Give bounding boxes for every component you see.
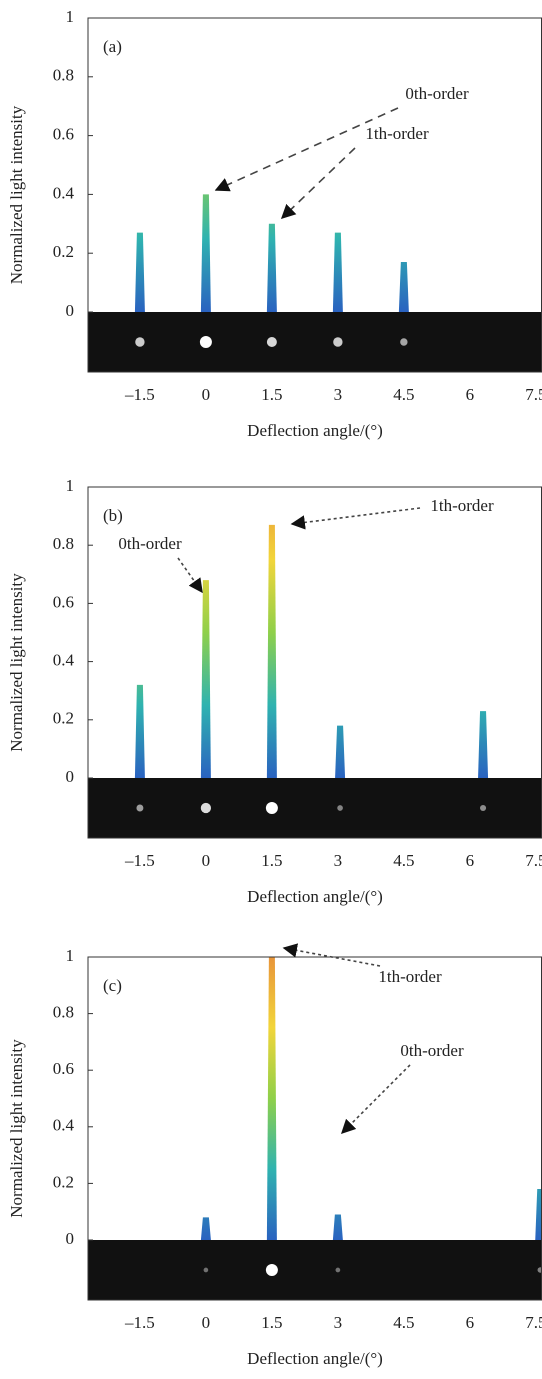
peak — [266, 524, 277, 778]
diffraction-spot — [266, 337, 277, 347]
y-tick-label: 0.2 — [53, 242, 74, 261]
x-axis-label: Deflection angle/(°) — [247, 421, 383, 440]
diffraction-spot — [337, 805, 343, 811]
y-tick-label: 0.8 — [53, 66, 74, 85]
y-tick-label: 0.4 — [53, 651, 75, 670]
x-tick-label: 0 — [202, 851, 211, 870]
panel-label: (c) — [103, 976, 122, 995]
diffraction-spot — [203, 1267, 209, 1273]
x-tick-label: 3 — [334, 851, 343, 870]
y-tick-label: 0 — [66, 301, 75, 320]
diffraction-spot — [199, 336, 212, 348]
diffraction-spot — [200, 802, 212, 814]
diffraction-spot — [265, 802, 278, 814]
y-tick-label: 0 — [66, 1229, 75, 1248]
diffraction-spot — [265, 1264, 278, 1276]
y-tick-label: 0.6 — [53, 1059, 74, 1078]
peak — [134, 232, 145, 312]
annotation: 1th-order — [365, 124, 429, 143]
y-tick-label: 0 — [66, 767, 75, 786]
y-tick-label: 0.8 — [53, 1003, 74, 1022]
y-axis-label: Normalized light intensity — [7, 105, 26, 284]
peak — [200, 580, 211, 778]
y-axis-label: Normalized light intensity — [7, 1039, 26, 1218]
peak — [266, 957, 277, 1240]
x-axis-label: Deflection angle/(°) — [247, 1349, 383, 1368]
x-tick-label: 0 — [202, 1313, 211, 1332]
annotation: 0th-order — [405, 84, 469, 103]
x-tick-label: 7.5 — [525, 1313, 542, 1332]
x-tick-label: 3 — [334, 1313, 343, 1332]
x-tick-label: 4.5 — [393, 385, 414, 404]
panel-label: (b) — [103, 506, 123, 525]
annotation-arrow — [290, 507, 421, 530]
peak — [478, 711, 489, 778]
y-tick-label: 0.2 — [53, 709, 74, 728]
diffraction-spot — [537, 1267, 542, 1273]
x-tick-label: 6 — [466, 1313, 475, 1332]
peak — [134, 684, 145, 778]
diffraction-spot — [335, 1267, 341, 1273]
x-tick-label: –1.5 — [124, 1313, 155, 1332]
x-tick-label: 3 — [334, 385, 343, 404]
annotation: 0th-order — [118, 534, 182, 553]
x-tick-label: 6 — [466, 851, 475, 870]
x-tick-label: –1.5 — [124, 851, 155, 870]
y-axis-label: Normalized light intensity — [7, 573, 26, 752]
diffraction-spot — [333, 337, 343, 347]
peak — [535, 1189, 542, 1240]
annotation-arrow — [282, 943, 381, 967]
annotation-arrow — [214, 107, 399, 192]
annotation-arrow — [340, 1064, 411, 1135]
y-tick-label: 0.6 — [53, 125, 74, 144]
y-tick-label: 0.2 — [53, 1172, 74, 1191]
annotation-arrow — [177, 557, 203, 594]
x-tick-label: 1.5 — [261, 1313, 282, 1332]
diffraction-spot — [479, 804, 487, 812]
annotation: 1th-order — [378, 967, 442, 986]
diffraction-spot — [135, 337, 145, 347]
y-tick-label: 1 — [66, 7, 75, 26]
x-tick-label: 4.5 — [393, 851, 414, 870]
x-tick-label: 0 — [202, 385, 211, 404]
y-tick-label: 0.4 — [53, 1116, 75, 1135]
y-tick-label: 0.4 — [53, 183, 75, 202]
peak — [200, 194, 211, 312]
x-tick-label: –1.5 — [124, 385, 155, 404]
diffraction-spot — [136, 804, 144, 812]
peak — [332, 232, 343, 312]
x-tick-label: 6 — [466, 385, 475, 404]
x-tick-label: 7.5 — [525, 851, 542, 870]
diffraction-spot — [400, 338, 408, 346]
peak — [335, 725, 346, 778]
annotation-arrow — [280, 147, 356, 219]
image-strip — [88, 312, 542, 372]
annotation: 1th-order — [430, 496, 494, 515]
peak — [266, 223, 277, 312]
panel-label: (a) — [103, 37, 122, 56]
y-tick-label: 1 — [66, 476, 75, 495]
x-tick-label: 7.5 — [525, 385, 542, 404]
annotation: 0th-order — [400, 1041, 464, 1060]
x-axis-label: Deflection angle/(°) — [247, 887, 383, 906]
peak — [200, 1217, 211, 1240]
image-strip — [88, 1240, 542, 1300]
image-strip — [88, 778, 542, 838]
x-tick-label: 1.5 — [261, 385, 282, 404]
y-tick-label: 1 — [66, 946, 75, 965]
y-tick-label: 0.6 — [53, 592, 74, 611]
peak — [332, 1214, 343, 1240]
peak — [398, 262, 409, 312]
y-tick-label: 0.8 — [53, 534, 74, 553]
x-tick-label: 1.5 — [261, 851, 282, 870]
x-tick-label: 4.5 — [393, 1313, 414, 1332]
